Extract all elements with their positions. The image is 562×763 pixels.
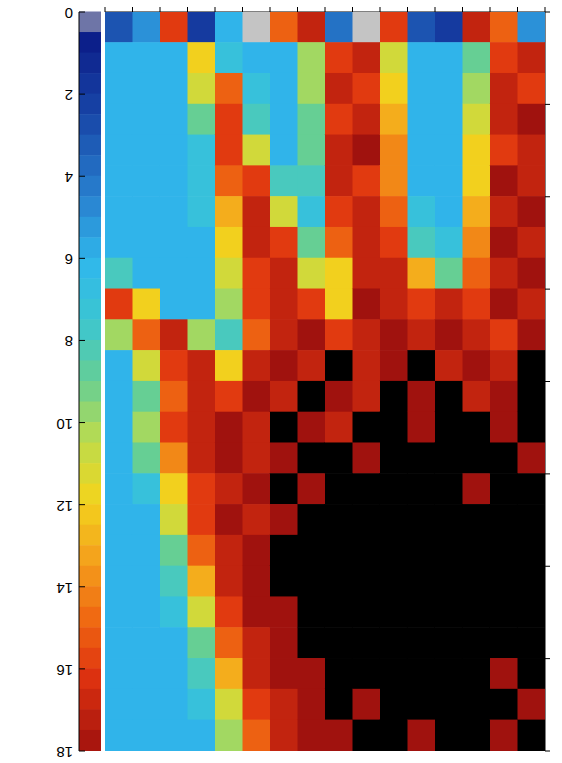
svg-text:0: 0: [65, 5, 73, 22]
svg-text:8: 8: [65, 333, 73, 350]
svg-text:2: 2: [65, 87, 73, 104]
svg-text:4: 4: [65, 169, 73, 186]
svg-text:16: 16: [56, 662, 73, 679]
svg-text:10: 10: [56, 416, 73, 433]
svg-text:12: 12: [56, 498, 73, 515]
svg-text:14: 14: [56, 580, 73, 597]
svg-text:18: 18: [56, 744, 73, 761]
svg-text:6: 6: [65, 251, 73, 268]
